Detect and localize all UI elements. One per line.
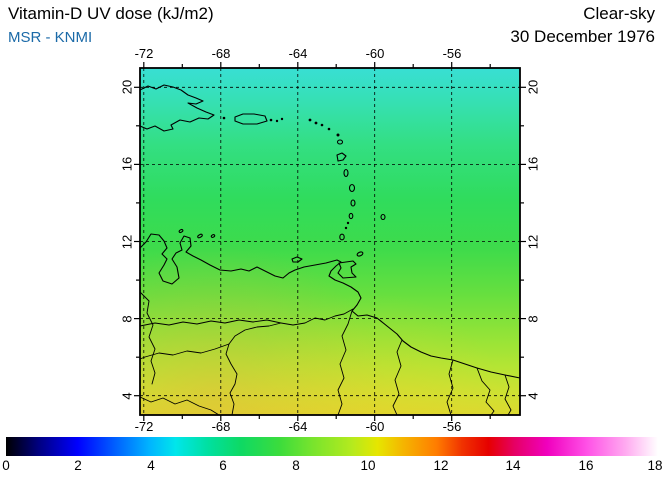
lon-tick-label-bottom: -72 [134, 419, 154, 434]
coastline-south-america [139, 233, 521, 379]
river-bottom-left [139, 396, 220, 416]
lat-tick-label-left: 4 [119, 392, 135, 400]
lat-tick-label-right: 16 [525, 156, 541, 172]
island-dominica [343, 168, 349, 178]
coastline-hispaniola [139, 84, 215, 132]
river-caroni [337, 310, 353, 416]
lon-tick-label-bottom: -60 [365, 419, 385, 434]
lon-tick-label-top: -56 [442, 46, 462, 61]
lat-tick-label-left: 8 [119, 315, 135, 323]
island-antigua [336, 139, 344, 145]
colorbar-tick-label: 10 [360, 458, 376, 473]
data-source: MSR - KNMI [8, 29, 93, 46]
colorbar-tick-label: 14 [505, 458, 521, 473]
lon-tick-label-bottom: -68 [211, 419, 231, 434]
lon-tick-label-top: -68 [211, 46, 231, 61]
lat-tick-label-left: 16 [119, 156, 135, 172]
lat-tick-label-left: 20 [119, 79, 135, 95]
island-martinique [348, 183, 356, 193]
island-barbados [380, 213, 386, 221]
island-st-vincent [348, 212, 354, 220]
coastline-puerto-rico [234, 113, 268, 125]
island-bonaire [210, 234, 216, 238]
lon-tick-label-top: -64 [288, 46, 308, 61]
lat-tick-label-left: 12 [119, 234, 135, 250]
map-svg [134, 62, 526, 421]
lon-tick-label-top: -72 [134, 46, 154, 61]
river-colombia [139, 291, 156, 385]
header-right: Clear-sky 30 December 1976 [510, 3, 655, 48]
river-guiana-1 [476, 367, 495, 416]
colorbar-tick-label: 12 [433, 458, 449, 473]
lat-tick-label-right: 20 [525, 79, 541, 95]
island-trinidad [337, 260, 357, 279]
dose-field-warm-patch-2 [140, 68, 520, 415]
colorbar-tick-label: 2 [74, 458, 82, 473]
river-apure [139, 319, 282, 327]
colorbar-tick-label: 6 [219, 458, 227, 473]
colorbar-tick-label: 0 [2, 458, 10, 473]
colorbar-tick-label: 18 [647, 458, 663, 473]
river-essequibo [392, 339, 403, 416]
river-meta [139, 343, 230, 360]
lat-tick-label-right: 8 [525, 315, 541, 323]
colorbar-tick-label: 4 [147, 458, 155, 473]
date-label: 30 December 1976 [510, 27, 655, 46]
river-courantyne [446, 359, 454, 416]
map-plot-area [134, 62, 526, 421]
colorbar-tick-label: 8 [292, 458, 300, 473]
lon-tick-label-bottom: -64 [288, 419, 308, 434]
island-margarita [291, 256, 303, 263]
island-curacao [197, 233, 203, 239]
lat-tick-label-right: 12 [525, 234, 541, 250]
island-grenada [339, 233, 345, 241]
island-st-lucia [350, 199, 356, 207]
lon-tick-label-top: -60 [365, 46, 385, 61]
colorbar-gradient [6, 437, 658, 456]
rivers [139, 291, 512, 416]
lat-tick-label-right: 4 [525, 392, 541, 400]
island-guadeloupe [336, 152, 347, 162]
island-tobago [356, 251, 364, 257]
lon-tick-label-bottom: -56 [442, 419, 462, 434]
river-orinoco [225, 308, 354, 416]
lesser-antilles [178, 139, 386, 279]
colorbar-tick-label: 16 [578, 458, 594, 473]
river-guiana-2 [504, 374, 512, 416]
island-aruba [178, 229, 184, 233]
condition-label: Clear-sky [583, 4, 655, 23]
small-islands [222, 116, 350, 230]
map-title: Vitamin-D UV dose (kJ/m2) [8, 4, 214, 23]
header-left: Vitamin-D UV dose (kJ/m2) MSR - KNMI [8, 3, 214, 48]
coastlines [139, 84, 521, 416]
map-frame [139, 67, 521, 416]
